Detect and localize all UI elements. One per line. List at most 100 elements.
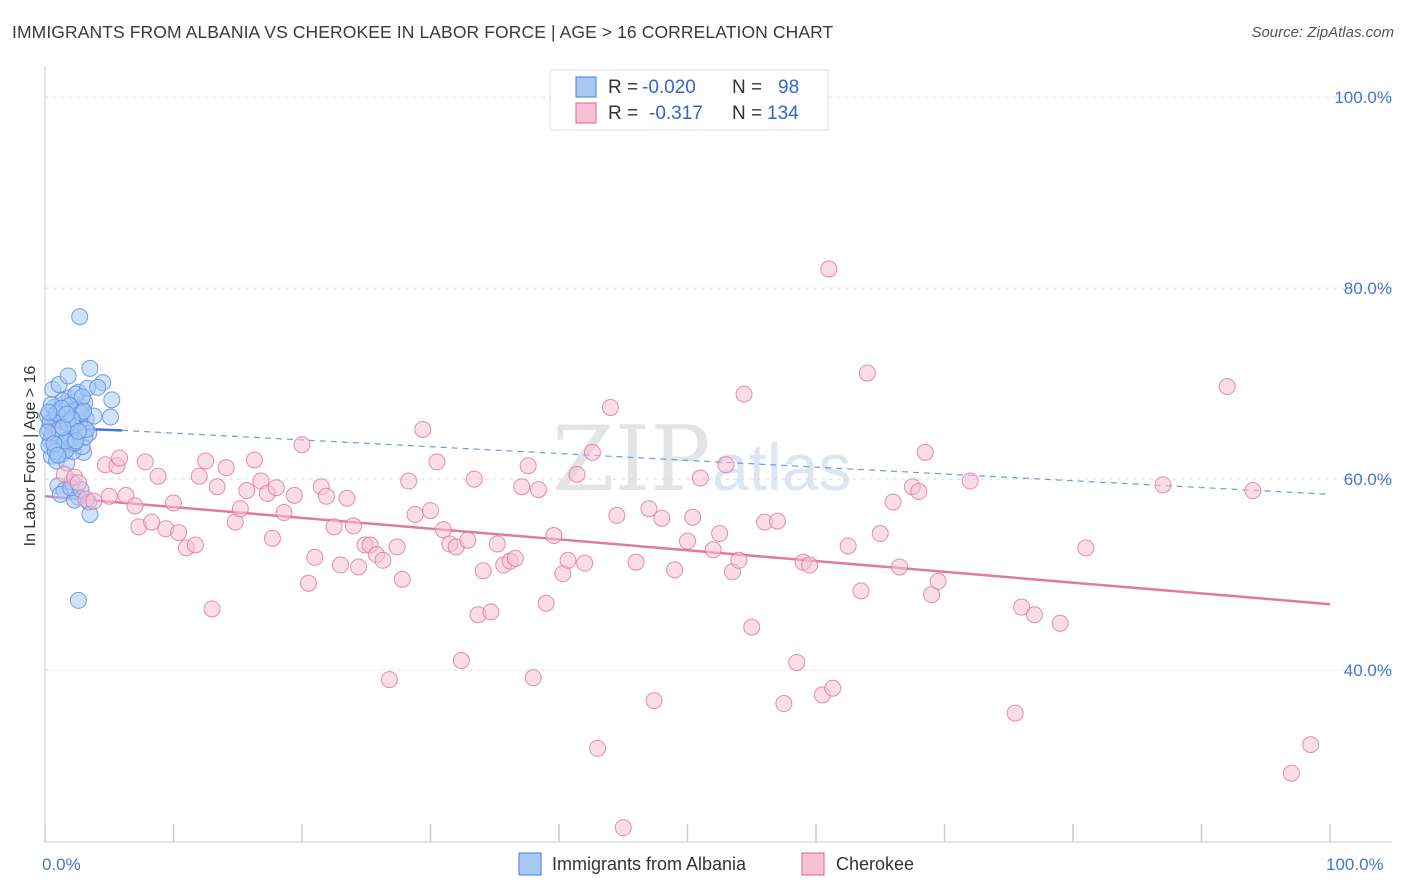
cherokee-point [704,541,722,559]
cherokee-point [482,603,500,621]
cherokee-point [170,524,188,542]
cherokee-point [608,506,626,524]
cherokee-point [238,482,256,500]
albania-point [49,446,67,464]
cherokee-point [568,465,586,483]
cherokee-point [519,457,537,475]
legend-n-value-albania: 98 [778,77,799,98]
cherokee-point [317,487,335,505]
cherokee-point [559,551,577,569]
cherokee-point [640,500,658,518]
cherokee-point [583,443,601,461]
cherokee-point [388,538,406,556]
albania-point [102,408,120,426]
cherokee-point [614,819,632,837]
cherokee-point [186,536,204,554]
y-tick-labels: 40.0% 60.0% 80.0% 100.0% [1334,88,1392,680]
cherokee-point [768,512,786,530]
cherokee-point [285,486,303,504]
correlation-legend: R = -0.020 N = 98 R = -0.317 N = 134 [549,69,829,131]
cherokee-point [537,594,555,612]
legend-swatch-cherokee [575,102,597,124]
cherokee-point [1218,377,1236,395]
cherokee-point [801,556,819,574]
legend-r-value-cherokee: -0.317 [649,103,703,124]
cherokee-point [100,487,118,505]
legend-r-label-cherokee: R = [608,103,638,124]
cherokee-point [126,497,144,515]
cherokee-point [916,443,934,461]
watermark-atlas: atlas [712,430,851,504]
cherokee-point [263,529,281,547]
cherokee-point [275,504,293,522]
cherokee-point [691,469,709,487]
x-tick-label-max: 100.0% [1326,855,1384,874]
cherokee-point [190,467,208,485]
bottom-legend-swatch-cherokee [801,852,825,876]
cherokee-point [136,453,154,471]
cherokee-point [465,470,483,488]
series-legend: Immigrants from Albania Cherokee [518,852,914,876]
cherokee-point [406,505,424,523]
cherokee-point [871,525,889,543]
cherokee-point [69,474,87,492]
cherokee-point [1154,476,1172,494]
albania-point [103,391,121,409]
cherokee-point [589,739,607,757]
bottom-legend-swatch-albania [518,852,542,876]
series-cherokee-points [55,260,1320,837]
cherokee-point [344,517,362,535]
cherokee-point [891,558,909,576]
legend-n-value-cherokee: 134 [767,103,799,124]
grid-lines [45,96,1392,671]
cherokee-point [824,679,842,697]
cherokee-point [474,562,492,580]
cherokee-point [961,472,979,490]
cherokee-point [910,483,928,501]
cherokee-point [217,459,235,477]
cherokee-point [858,364,876,382]
albania-point [58,405,76,423]
cherokee-point [428,453,446,471]
cherokee-point [601,398,619,416]
cherokee-point [245,451,263,469]
y-axis-title: In Labor Force | Age > 16 [22,366,39,547]
albania-point [81,359,99,377]
cherokee-point [1077,539,1095,557]
watermark: ZIP atlas [552,407,851,512]
cherokee-point [393,570,411,588]
cherokee-point [293,436,311,454]
cherokee-point [929,572,947,590]
legend-n-label-cherokee: N = [732,103,762,124]
bottom-legend-label-cherokee: Cherokee [836,854,914,874]
x-tick-label-min: 0.0% [42,855,81,874]
cherokee-point [1282,764,1300,782]
cherokee-point [529,481,547,499]
watermark-zip: ZIP [552,407,711,512]
legend-r-value-albania: -0.020 [642,77,696,98]
cherokee-point [338,489,356,507]
cherokee-point [267,479,285,497]
cherokee-point [679,532,696,550]
series-albania-points [39,308,121,609]
cherokee-point [730,551,748,569]
cherokee-point [203,600,221,618]
cherokee-point [684,508,702,526]
cherokee-point [627,553,645,571]
cherokee-point [325,518,343,536]
y-tick-label-40: 40.0% [1344,661,1392,680]
cherokee-point [775,695,793,713]
cherokee-point [85,492,103,510]
cherokee-point [1025,606,1043,624]
cherokee-point [350,558,368,576]
cherokee-point [488,535,506,553]
cherokee-point [735,385,753,403]
albania-point [69,591,87,609]
source-label: Source: ZipAtlas.com [1251,24,1394,41]
cherokee-point [1051,614,1069,632]
legend-r-label-albania: R = [608,77,638,98]
albania-point [69,422,87,440]
cherokee-point [524,669,542,687]
cherokee-point [400,472,418,490]
